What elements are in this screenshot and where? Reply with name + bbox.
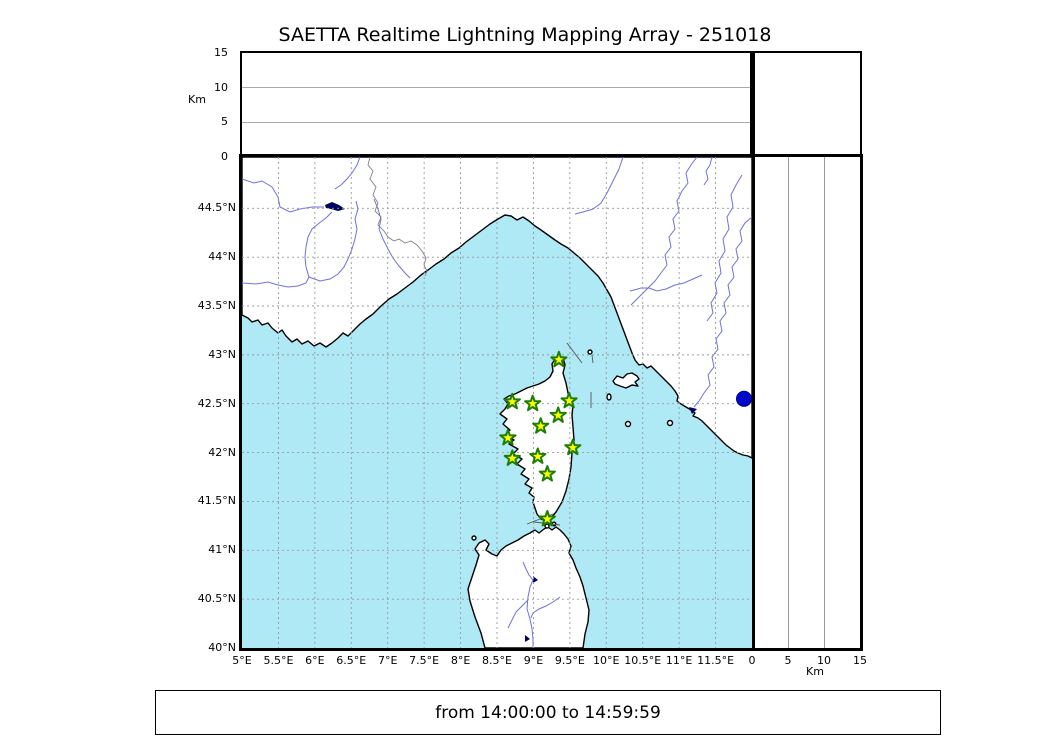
station-star <box>564 438 582 456</box>
lake-serre-poncon <box>325 202 345 211</box>
lon-tick-label: 7.5°E <box>409 654 440 667</box>
station-star <box>532 417 550 434</box>
lon-tick-label: 10°E <box>593 654 620 667</box>
altitude-tick-label: 15 <box>214 46 228 59</box>
river <box>629 274 703 292</box>
lat-tick-label: 42°N <box>208 445 236 459</box>
lon-tick-label: 5.5°E <box>263 654 294 667</box>
lon-tick-label: 7°E <box>377 654 398 667</box>
gorgona-island <box>587 349 593 355</box>
station-star <box>550 350 568 368</box>
river <box>693 216 752 408</box>
river <box>242 178 324 213</box>
lon-tick-label: 11.5°E <box>697 654 735 667</box>
altitude-tick-label: 0 <box>748 654 756 667</box>
lat-tick-label: 43.5°N <box>197 299 236 312</box>
sardinia-lake <box>525 635 530 642</box>
station-star <box>538 465 556 482</box>
lon-tick-label: 10.5°E <box>624 654 662 667</box>
river <box>530 596 561 619</box>
lat-tick-label: 40.5°N <box>197 592 236 606</box>
page-title: SAETTA Realtime Lightning Mapping Array … <box>278 24 772 46</box>
altitude-longitude-panel <box>240 51 754 159</box>
lakes <box>325 202 697 642</box>
station-markers <box>499 350 582 527</box>
altitude-gridline-10km <box>824 157 825 648</box>
altitude-latitude-panel <box>752 154 863 651</box>
landmasses <box>242 157 752 648</box>
altitude-tick-label: 10 <box>214 80 228 94</box>
giglio-island <box>666 419 674 427</box>
lon-tick-label: 11°E <box>665 654 693 667</box>
altitude-axis-unit: Km <box>188 93 206 106</box>
sardinia-lake <box>533 576 538 583</box>
lat-tick-label: 40°N <box>208 641 236 654</box>
lat-tick-label: 41°N <box>208 543 236 557</box>
river <box>334 157 361 190</box>
station-star <box>524 394 542 412</box>
lon-tick-label: 8°E <box>450 654 471 667</box>
corner-panel <box>750 51 862 159</box>
station-star <box>549 406 567 423</box>
altitude-tick-label: 15 <box>853 654 867 667</box>
river <box>242 211 333 288</box>
river <box>703 157 713 186</box>
lon-tick-label: 5°E <box>232 654 252 667</box>
altitude-tick-label: 5 <box>784 654 792 667</box>
station-star <box>503 449 521 466</box>
river <box>574 157 624 215</box>
lat-tick-label: 43°N <box>208 347 236 361</box>
lon-tick-label: 8.5°E <box>482 654 512 667</box>
sardinia-island <box>467 526 590 648</box>
event-dot-marker <box>736 390 752 407</box>
lon-tick-label: 6.5°E <box>336 654 367 667</box>
station-star <box>499 428 517 446</box>
lon-tick-label: 9°E <box>523 654 544 667</box>
asinara-islet <box>471 535 477 541</box>
station-star <box>503 392 521 410</box>
altitude-gridline-5km <box>242 122 752 123</box>
river <box>706 174 743 322</box>
annotation-line <box>591 354 594 364</box>
altitude-tick-label: 5 <box>221 115 228 129</box>
lat-tick-label: 44.5°N <box>197 201 236 215</box>
river <box>522 561 534 648</box>
orbetello-lagoon <box>689 407 697 414</box>
station-star <box>538 510 556 527</box>
river <box>630 157 698 306</box>
altitude-gridline-10km <box>242 87 752 88</box>
mainland-france-italy-coast <box>242 157 752 459</box>
annotation-line <box>566 342 583 364</box>
corsica-island <box>499 354 575 522</box>
map-canvas <box>242 157 752 648</box>
maddalena-islet <box>544 523 550 529</box>
montecristo-island <box>624 420 632 428</box>
altitude-tick-label: 10 <box>817 654 831 667</box>
river <box>308 200 359 282</box>
lon-tick-label: 9.5°E <box>554 654 585 667</box>
country-border <box>367 157 428 277</box>
time-range-text: from 14:00:00 to 14:59:59 <box>435 702 661 723</box>
capraia-island <box>606 393 612 401</box>
station-star <box>560 391 578 409</box>
time-range-box: from 14:00:00 to 14:59:59 <box>155 690 941 735</box>
elba-island <box>612 372 640 389</box>
station-star <box>529 447 547 464</box>
altitude-axis-unit: Km <box>806 665 824 678</box>
altitude-gridline-5km <box>788 157 789 648</box>
lat-tick-label: 41.5°N <box>197 494 236 508</box>
river <box>373 198 411 279</box>
lon-tick-label: 6°E <box>305 654 325 667</box>
lat-tick-label: 42.5°N <box>197 396 236 410</box>
rivers <box>242 157 752 648</box>
river <box>507 599 529 629</box>
altitude-tick-label: 0 <box>221 150 228 163</box>
map-panel <box>239 154 755 651</box>
lat-tick-label: 44°N <box>208 250 236 264</box>
event-dot <box>736 390 752 407</box>
